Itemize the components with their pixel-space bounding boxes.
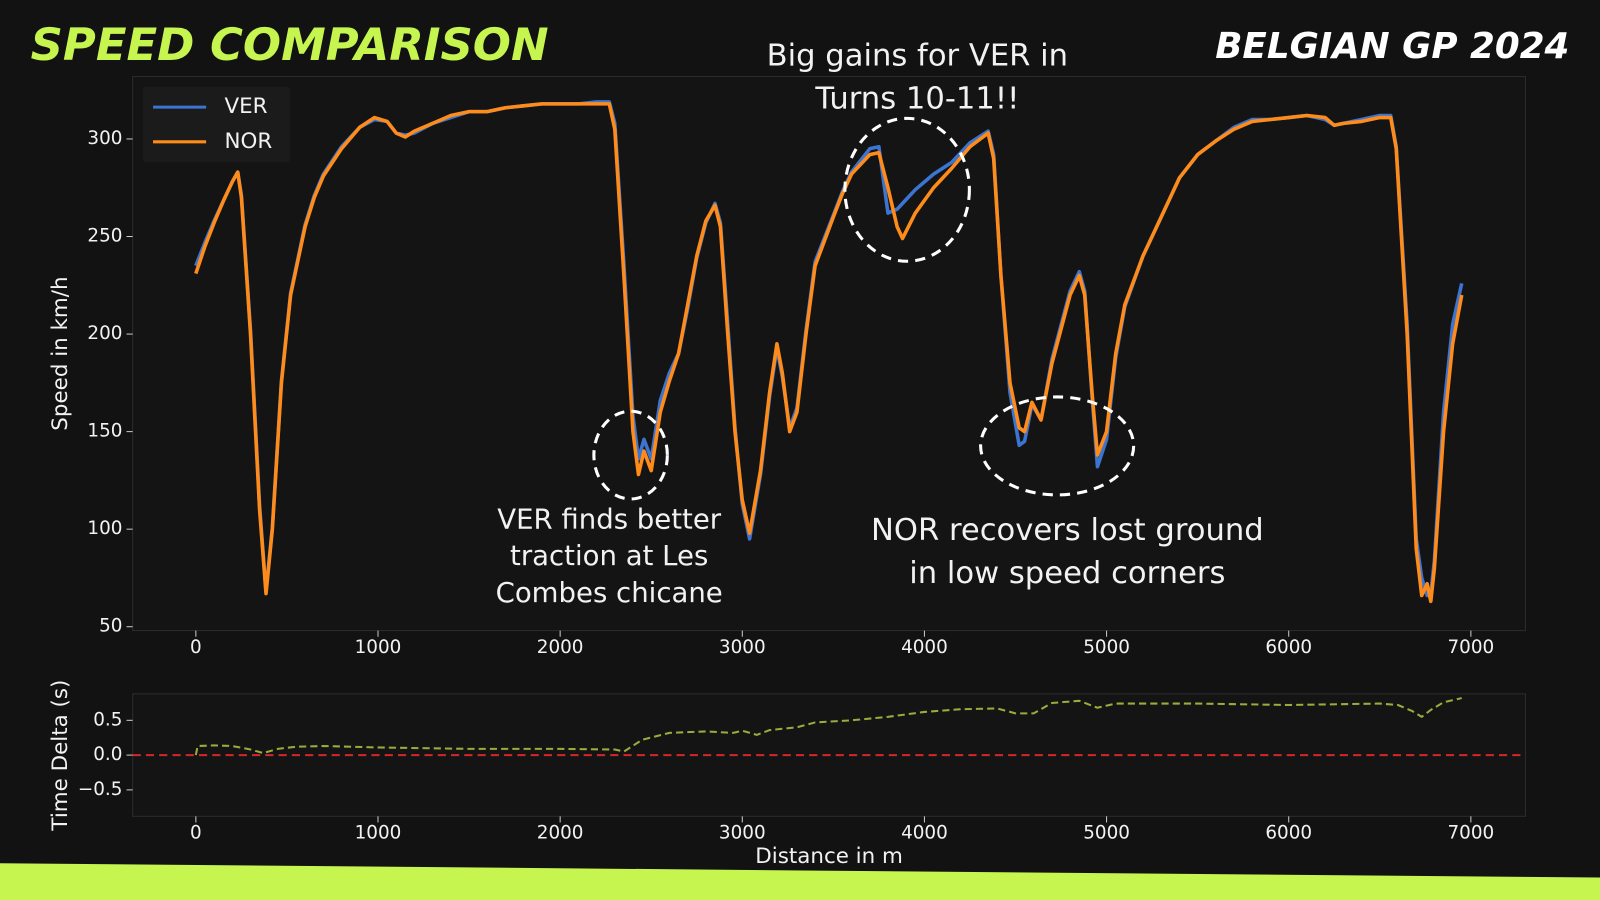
- legend-label: NOR: [224, 129, 272, 154]
- annotation: Turns 10-11!!: [814, 82, 1019, 117]
- series-line: [194, 102, 1464, 604]
- plot-area: [132, 76, 1527, 632]
- x-tick-label: 6000: [1265, 637, 1312, 658]
- x-tick-label: 7000: [1447, 637, 1494, 658]
- y-tick-label: 300: [87, 128, 122, 149]
- x-tick-label: 1000: [355, 823, 402, 844]
- x-tick-label: 3000: [719, 637, 766, 658]
- title: SPEED COMPARISON: [31, 18, 549, 71]
- highlight-ring: [592, 409, 669, 501]
- y-tick-label: 0.5: [93, 709, 122, 730]
- x-tick-label: 1000: [355, 637, 402, 658]
- annotation: Combes chicane: [496, 577, 723, 609]
- legend-label: VER: [224, 94, 267, 119]
- y-tick-label: 250: [87, 226, 122, 247]
- y-tick-label: −0.5: [78, 779, 123, 800]
- y-tick-label: 0.0: [93, 744, 122, 765]
- x-tick-label: 2000: [537, 823, 584, 844]
- x-tick-label: 0: [190, 823, 202, 844]
- annotation: NOR recovers lost ground: [871, 513, 1264, 548]
- x-tick-label: 7000: [1447, 823, 1494, 844]
- y-tick-label: 200: [87, 323, 122, 344]
- x-tick-label: 3000: [719, 823, 766, 844]
- y-tick-label: 100: [87, 518, 122, 539]
- highlight-ring: [843, 116, 971, 263]
- y-tick-label: 50: [99, 616, 122, 637]
- x-axis-label: Distance in m: [755, 844, 903, 869]
- highlight-ring: [979, 395, 1136, 497]
- annotation: traction at Les: [510, 540, 708, 572]
- series-line: [194, 697, 1462, 756]
- annotation: VER finds better: [497, 503, 722, 535]
- x-tick-label: 5000: [1083, 637, 1130, 658]
- x-tick-label: 2000: [537, 637, 584, 658]
- x-tick-label: 6000: [1265, 823, 1312, 844]
- annotation: Big gains for VER in: [767, 39, 1068, 74]
- x-tick-label: 4000: [901, 823, 948, 844]
- accent-stripe: [0, 863, 1600, 900]
- y-axis-label: Speed in km/h: [48, 276, 73, 430]
- annotation: in low speed corners: [909, 556, 1225, 591]
- x-tick-label: 4000: [901, 637, 948, 658]
- x-tick-label: 0: [190, 637, 202, 658]
- y-tick-label: 150: [87, 421, 122, 442]
- y-axis-label: Time Delta (s): [48, 680, 73, 832]
- subtitle: BELGIAN GP 2024: [1215, 26, 1569, 67]
- x-tick-label: 5000: [1083, 823, 1130, 844]
